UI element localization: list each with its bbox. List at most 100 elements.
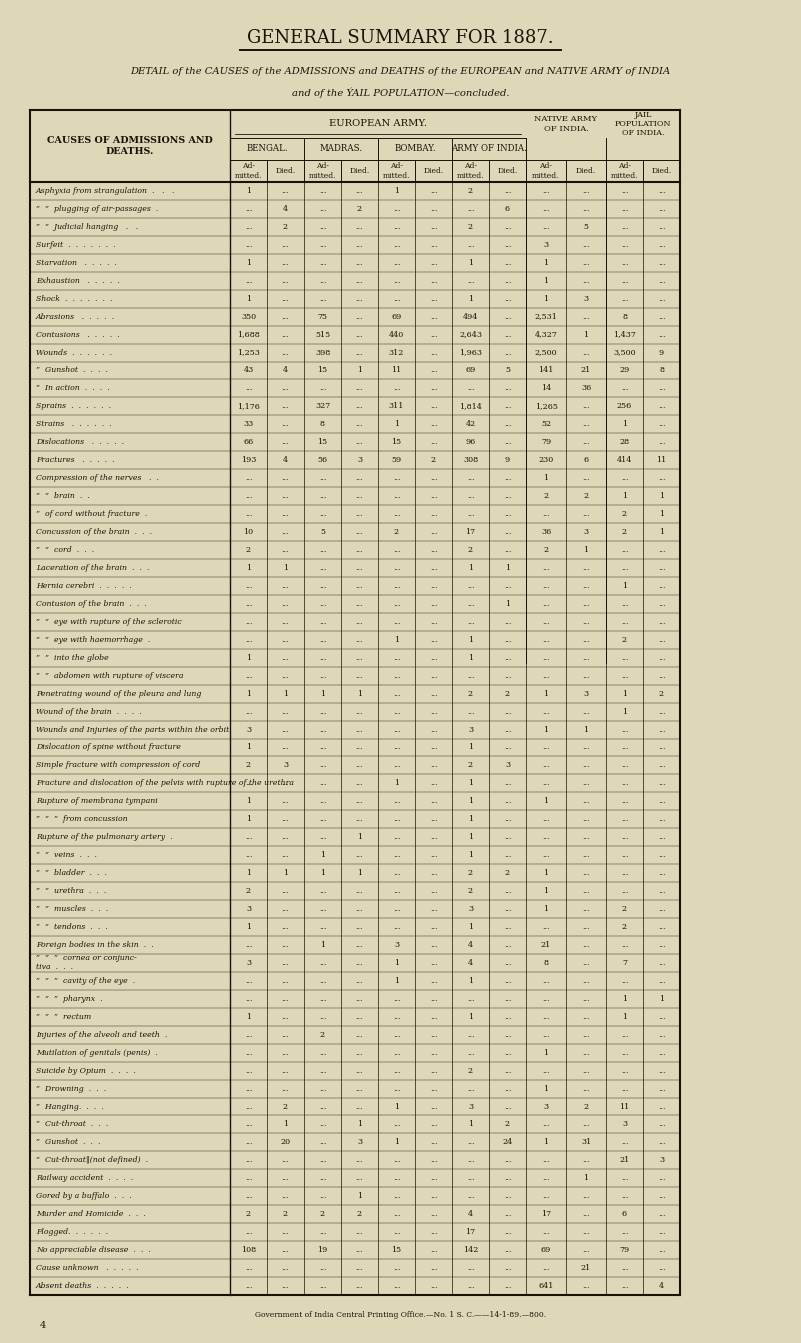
- Text: 3: 3: [583, 689, 589, 697]
- Text: ...: ...: [582, 403, 590, 411]
- Text: ”  Drowning  .  .  .: ” Drowning . . .: [36, 1085, 107, 1093]
- Text: ...: ...: [542, 1066, 549, 1074]
- Text: ...: ...: [658, 618, 666, 626]
- Text: 79: 79: [619, 1246, 630, 1254]
- Text: Hernia cerebri  .  .  .  .  .: Hernia cerebri . . . . .: [36, 582, 132, 590]
- Text: 2,531: 2,531: [534, 313, 557, 321]
- Text: 3: 3: [246, 725, 251, 733]
- Text: ...: ...: [245, 672, 252, 680]
- Text: ...: ...: [430, 223, 437, 231]
- Text: 1: 1: [246, 294, 251, 302]
- Text: ...: ...: [356, 725, 363, 733]
- Text: ...: ...: [582, 833, 590, 841]
- Text: ...: ...: [658, 1120, 666, 1128]
- Text: ...: ...: [582, 618, 590, 626]
- Text: 1: 1: [394, 959, 399, 967]
- Text: ...: ...: [245, 833, 252, 841]
- Text: 1: 1: [622, 582, 627, 590]
- Text: 1: 1: [394, 779, 399, 787]
- Text: 1: 1: [357, 367, 362, 375]
- Text: ...: ...: [467, 1193, 474, 1201]
- Text: 43: 43: [244, 367, 254, 375]
- Text: ...: ...: [282, 833, 289, 841]
- Text: ...: ...: [319, 1193, 326, 1201]
- Text: 1: 1: [320, 941, 325, 950]
- Text: 31: 31: [581, 1139, 591, 1147]
- Text: 1: 1: [583, 330, 589, 338]
- Text: ...: ...: [542, 851, 549, 860]
- Text: ...: ...: [282, 547, 289, 555]
- Text: 2: 2: [622, 905, 627, 913]
- Text: ...: ...: [282, 779, 289, 787]
- Text: ...: ...: [504, 851, 511, 860]
- Text: ...: ...: [392, 1120, 400, 1128]
- Text: ...: ...: [658, 223, 666, 231]
- Text: 52: 52: [541, 420, 551, 428]
- Text: ...: ...: [282, 1013, 289, 1021]
- Text: ...: ...: [430, 403, 437, 411]
- Text: 1: 1: [659, 995, 664, 1003]
- Text: Suicide by Opium  .  .  .  .: Suicide by Opium . . . .: [36, 1066, 136, 1074]
- Text: ...: ...: [319, 976, 326, 984]
- Text: ...: ...: [319, 833, 326, 841]
- Text: Cause unknown   .  .  .  .  .: Cause unknown . . . . .: [36, 1264, 139, 1272]
- Text: ...: ...: [582, 815, 590, 823]
- Text: ...: ...: [245, 474, 252, 482]
- Text: ...: ...: [504, 995, 511, 1003]
- Text: Ad-
mitted.: Ad- mitted.: [308, 163, 336, 180]
- Text: 8: 8: [622, 313, 627, 321]
- Text: ...: ...: [621, 223, 628, 231]
- Text: ...: ...: [319, 995, 326, 1003]
- Text: ...: ...: [582, 1246, 590, 1254]
- Text: 1: 1: [543, 905, 549, 913]
- Text: 3: 3: [543, 1103, 549, 1111]
- Text: ...: ...: [582, 1066, 590, 1074]
- Text: ...: ...: [282, 330, 289, 338]
- Text: ...: ...: [319, 1049, 326, 1057]
- Text: 2: 2: [468, 689, 473, 697]
- Text: ...: ...: [621, 779, 628, 787]
- Text: ...: ...: [245, 277, 252, 285]
- Text: ...: ...: [282, 851, 289, 860]
- Text: ...: ...: [542, 1013, 549, 1021]
- Text: 15: 15: [317, 438, 328, 446]
- Text: ...: ...: [282, 1246, 289, 1254]
- Text: ...: ...: [504, 438, 511, 446]
- Text: ...: ...: [658, 725, 666, 733]
- Text: ...: ...: [392, 833, 400, 841]
- Text: ...: ...: [621, 1085, 628, 1093]
- Text: ...: ...: [319, 564, 326, 572]
- Text: 1: 1: [622, 708, 627, 716]
- Text: ...: ...: [582, 349, 590, 356]
- Text: ...: ...: [582, 761, 590, 770]
- Text: ...: ...: [282, 420, 289, 428]
- Text: 1: 1: [583, 1174, 589, 1182]
- Text: ...: ...: [582, 187, 590, 195]
- Text: ...: ...: [356, 905, 363, 913]
- Text: 9: 9: [659, 349, 664, 356]
- Text: 66: 66: [244, 438, 254, 446]
- Text: ...: ...: [356, 761, 363, 770]
- Text: ...: ...: [621, 654, 628, 662]
- Text: Flogged.  .  .  .  .  .: Flogged. . . . . .: [36, 1228, 108, 1236]
- Text: 2: 2: [357, 1210, 362, 1218]
- Text: ...: ...: [430, 689, 437, 697]
- Text: 1: 1: [659, 510, 664, 518]
- Text: 20: 20: [280, 1139, 291, 1147]
- Text: ...: ...: [282, 995, 289, 1003]
- Text: ...: ...: [658, 1193, 666, 1201]
- Text: 33: 33: [244, 420, 254, 428]
- Text: ...: ...: [504, 905, 511, 913]
- Text: ...: ...: [319, 672, 326, 680]
- Text: ...: ...: [621, 1174, 628, 1182]
- Text: ...: ...: [282, 959, 289, 967]
- Text: ...: ...: [467, 618, 474, 626]
- Text: 5: 5: [505, 367, 510, 375]
- Text: ...: ...: [356, 779, 363, 787]
- Text: Gored by a buffalo  .  .  .: Gored by a buffalo . . .: [36, 1193, 131, 1201]
- Text: 2: 2: [283, 1210, 288, 1218]
- Text: 1: 1: [543, 888, 549, 894]
- Text: ...: ...: [542, 223, 549, 231]
- Text: ...: ...: [430, 205, 437, 214]
- Text: ...: ...: [658, 1228, 666, 1236]
